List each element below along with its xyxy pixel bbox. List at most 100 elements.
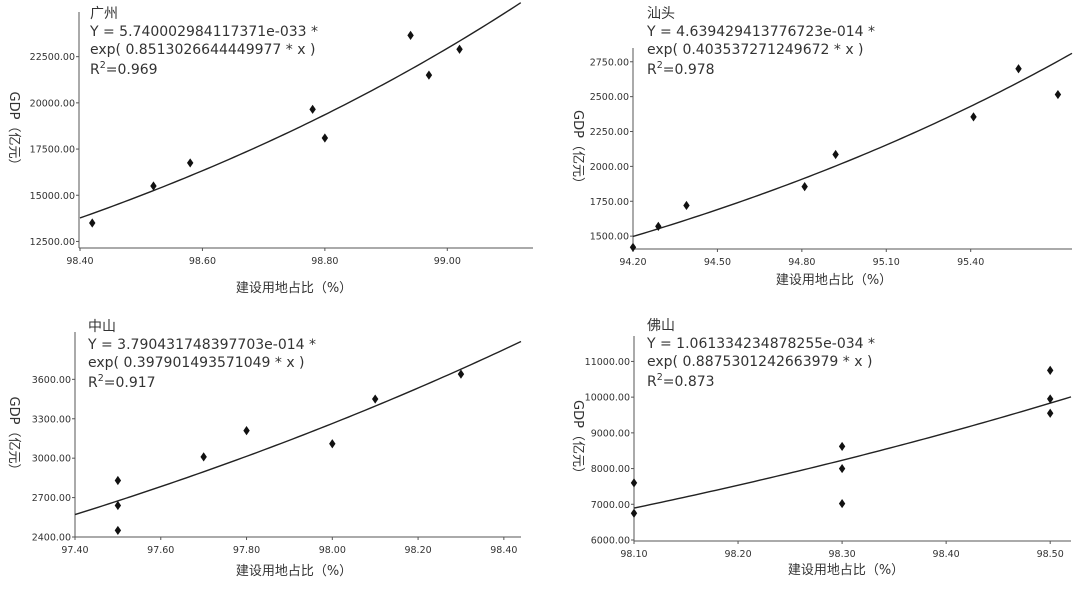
y-tick-label: 2500.00 [590,92,629,103]
equation-line-2: exp( 0.403537271249672 * x ) [647,42,864,58]
chart-title: 汕头 [647,6,675,22]
equation-line-1: Y = 5.740002984117371e-033 * [89,24,318,40]
data-point [186,158,194,168]
chart-guangzhou: 12500.00 15000.00 17500.00 20000.00 22500.00… [0,0,540,296]
equation-line-1: Y = 3.790431748397703e-014 * [87,337,316,353]
fit-curve [633,396,1072,509]
data-point [1054,89,1062,100]
y-tick-label: 2750.00 [590,57,629,68]
y-tick-label: 9000.00 [591,428,630,439]
fit-curve [74,340,522,516]
x-tick-label: 94.20 [619,257,646,268]
data-point [114,525,122,536]
data-point [683,200,690,211]
x-tick-label: 98.60 [189,256,216,267]
data-point [838,498,846,509]
data-point [630,508,638,518]
data-point [329,439,336,449]
y-tick-label: 10000.00 [585,393,630,404]
y-tick-label: 2400.00 [32,533,71,544]
x-tick-label: 95.10 [873,257,900,268]
data-point [425,70,433,80]
y-tick-label: 22500.00 [30,52,75,63]
chart-svg-foshan: 6000.00 7000.00 8000.00 9000.00 10000.00 1100… [570,318,1072,578]
x-tick-label: 98.50 [1037,549,1064,560]
data-point [114,475,122,486]
y-tick-label: 2250.00 [590,127,629,138]
equation-line-1: Y = 4.639429413776723e-014 * [646,24,875,40]
y-tick-label: 7000.00 [591,500,630,511]
x-tick-label: 98.40 [66,256,93,267]
y-tick-label: 3300.00 [32,414,71,425]
chart-title: 广州 [90,6,118,22]
equation-line-2: exp( 0.397901493571049 * x ) [88,355,305,371]
x-tick-label: 94.80 [788,257,815,268]
fit-curve [632,52,1073,238]
data-point [150,181,157,191]
chart-shantou: 1500.00 1750.00 2000.00 2250.00 2500.00 2750.… [540,0,1080,296]
data-point [801,182,808,192]
r-squared-label: R2=0.873 [647,372,715,390]
equation-line-1: Y = 1.061334234878255e-034 * [646,336,875,352]
data-point [630,478,638,488]
data-point [1046,408,1054,418]
data-point [970,112,977,122]
y-tick-label: 11000.00 [585,357,630,368]
y-tick-label: 3000.00 [32,454,71,465]
y-axis-label: GDP（亿元） [570,110,585,190]
x-tick-label: 98.80 [311,256,338,267]
data-point [243,425,250,436]
x-tick-label: 97.80 [233,545,260,556]
x-tick-label: 97.60 [147,545,174,556]
y-axis-label: GDP（亿元） [6,92,21,172]
data-point [371,394,379,404]
y-tick-label: 1500.00 [590,232,629,243]
x-tick-label: 99.00 [434,256,461,267]
data-point [321,133,329,143]
y-axis-label: GDP（亿元） [6,397,21,477]
x-axis-label: 建设用地占比（%） [236,281,352,296]
chart-title: 佛山 [647,318,675,334]
r-squared-label: R2=0.969 [90,60,158,78]
chart-svg-zhongshan: 2400.00 2700.00 3000.00 3300.00 3600.00 97.40… [6,319,522,579]
data-point [456,44,463,54]
data-point [200,452,207,462]
r-squared-label: R2=0.978 [647,60,715,78]
chart-svg-shantou: 1500.00 1750.00 2000.00 2250.00 2500.00 2750.… [570,6,1073,288]
y-tick-label: 2700.00 [32,493,71,504]
data-point [89,218,96,228]
y-tick-label: 8000.00 [591,464,630,475]
r-squared-label: R2=0.917 [88,373,156,391]
y-axis-label: GDP（亿元） [570,400,585,480]
y-tick-label: 12500.00 [30,237,75,248]
y-tick-label: 3600.00 [32,375,71,386]
data-point [1015,64,1022,74]
x-tick-label: 98.40 [490,545,517,556]
x-axis-label: 建设用地占比（%） [236,564,352,579]
x-tick-label: 98.30 [828,549,855,560]
x-tick-label: 94.50 [704,257,731,268]
x-tick-label: 95.40 [957,257,984,268]
y-tick-label: 2000.00 [590,162,629,173]
chart-zhongshan: 2400.00 2700.00 3000.00 3300.00 3600.00 97.40… [0,296,540,592]
x-tick-label: 98.10 [620,549,647,560]
x-axis-label: 建设用地占比（%） [776,273,892,288]
chart-svg-guangzhou: 12500.00 15000.00 17500.00 20000.00 22500.00… [6,2,533,296]
data-point [1046,365,1054,375]
equation-line-2: exp( 0.8513026644449977 * x ) [90,42,315,58]
x-tick-label: 98.40 [933,549,960,560]
y-tick-label: 20000.00 [30,98,75,109]
data-point [838,463,846,474]
y-tick-label: 1750.00 [590,197,629,208]
chart-title: 中山 [88,319,116,335]
y-tick-label: 15000.00 [30,191,75,202]
y-tick-label: 6000.00 [591,536,630,547]
x-axis-label: 建设用地占比（%） [788,563,904,578]
x-tick-label: 97.40 [61,545,88,556]
equation-line-2: exp( 0.8875301242663979 * x ) [647,354,872,370]
data-point [114,500,122,511]
chart-foshan: 6000.00 7000.00 8000.00 9000.00 10000.00 1100… [540,296,1080,592]
data-point [832,149,839,160]
x-tick-label: 98.20 [724,549,751,560]
data-point [309,104,316,114]
